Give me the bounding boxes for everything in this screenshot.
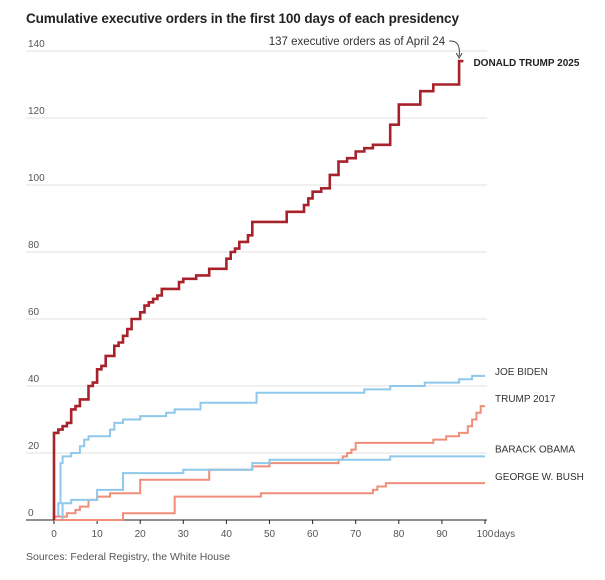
- x-tick-label: 40: [221, 529, 233, 540]
- series-line-donald-trump-2025: [52, 59, 464, 520]
- x-axis-ticks: 0 10 20 30 40 50 60 70 80 90 100 days: [51, 520, 515, 540]
- x-tick-label: 100: [477, 529, 494, 540]
- x-tick-label: 70: [350, 529, 362, 540]
- series-label: TRUMP 2017: [495, 394, 556, 405]
- y-tick-label: 120: [28, 106, 45, 117]
- x-axis-unit: days: [494, 529, 515, 540]
- y-tick-label: 140: [28, 39, 45, 50]
- series-line-joe-biden: [53, 374, 485, 520]
- y-tick-label: 80: [28, 240, 40, 251]
- series-label: DONALD TRUMP 2025: [473, 58, 579, 69]
- chart-source: Sources: Federal Registry, the White Hou…: [26, 551, 231, 563]
- x-tick-label: 20: [135, 529, 147, 540]
- x-tick-label: 50: [264, 529, 276, 540]
- x-tick-label: 80: [393, 529, 405, 540]
- series-label: GEORGE W. BUSH: [495, 472, 584, 483]
- y-axis-ticks: 0 20 40 60 80 100 120 140: [28, 39, 45, 519]
- series-lines: [52, 59, 485, 521]
- series-line-barack-obama: [54, 455, 485, 521]
- x-tick-label: 60: [307, 529, 319, 540]
- series-labels: DONALD TRUMP 2025 JOE BIDEN TRUMP 2017 BARA…: [473, 58, 583, 483]
- y-tick-label: 40: [28, 374, 40, 385]
- x-tick-label: 90: [436, 529, 448, 540]
- y-tick-label: 60: [28, 307, 40, 318]
- y-tick-label: 20: [28, 441, 40, 452]
- annotation-arrow: [449, 40, 460, 57]
- gridlines: [26, 50, 487, 521]
- x-tick-label: 10: [92, 529, 104, 540]
- x-tick-label: 0: [51, 529, 57, 540]
- series-label: BARACK OBAMA: [495, 444, 575, 455]
- series-label: JOE BIDEN: [495, 367, 548, 378]
- y-tick-label: 0: [28, 508, 34, 519]
- y-tick-label: 100: [28, 173, 45, 184]
- series-line-george-w-bush: [54, 482, 485, 521]
- annotation-arrowhead: [455, 52, 463, 60]
- annotation-text: 137 executive orders as of April 24: [269, 36, 446, 48]
- x-tick-label: 30: [178, 529, 190, 540]
- annotation: 137 executive orders as of April 24: [269, 36, 463, 60]
- chart-title: Cumulative executive orders in the first…: [26, 11, 459, 26]
